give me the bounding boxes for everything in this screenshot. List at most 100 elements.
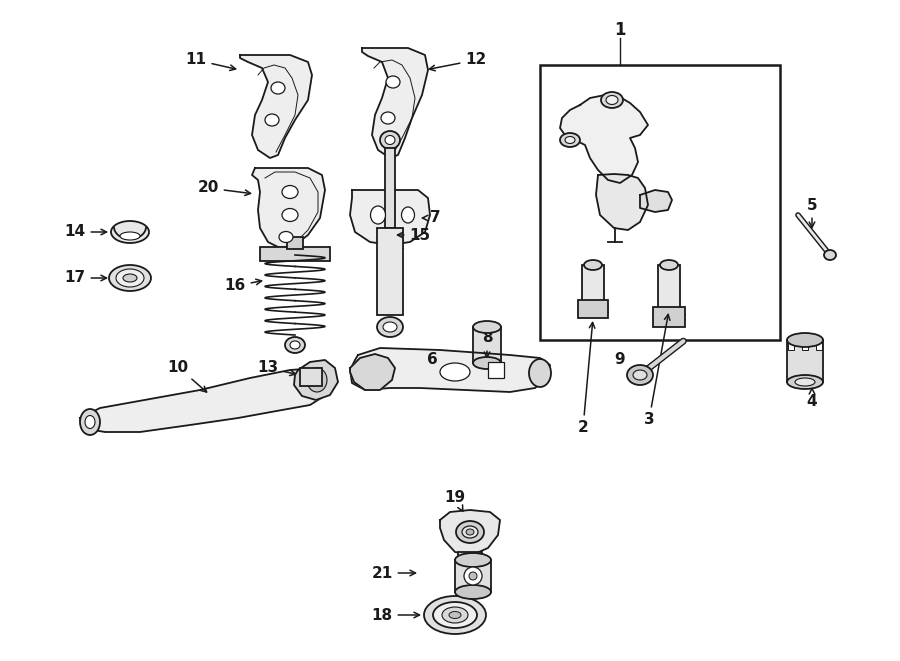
Bar: [473, 327, 501, 363]
Ellipse shape: [380, 131, 400, 149]
Ellipse shape: [795, 378, 815, 386]
Ellipse shape: [455, 553, 491, 567]
Text: 5: 5: [806, 198, 817, 227]
Ellipse shape: [386, 76, 400, 88]
Text: 1: 1: [614, 21, 626, 39]
Ellipse shape: [473, 357, 501, 369]
Bar: [787, 340, 823, 382]
Polygon shape: [240, 55, 312, 158]
Ellipse shape: [381, 112, 395, 124]
Ellipse shape: [606, 95, 618, 104]
Ellipse shape: [787, 333, 823, 347]
Ellipse shape: [111, 221, 149, 243]
Text: 21: 21: [372, 566, 416, 580]
Bar: [488, 362, 504, 378]
Ellipse shape: [279, 231, 293, 243]
Text: 15: 15: [398, 227, 430, 243]
Text: 17: 17: [65, 270, 106, 286]
Text: 20: 20: [197, 180, 250, 196]
Ellipse shape: [824, 250, 836, 260]
Ellipse shape: [433, 602, 477, 628]
Bar: [816, 340, 822, 350]
Ellipse shape: [627, 365, 653, 385]
Ellipse shape: [282, 208, 298, 221]
Ellipse shape: [265, 114, 279, 126]
Ellipse shape: [473, 321, 501, 333]
Polygon shape: [350, 348, 550, 392]
Ellipse shape: [371, 206, 385, 224]
Ellipse shape: [290, 341, 300, 349]
Ellipse shape: [282, 186, 298, 198]
Ellipse shape: [307, 368, 327, 392]
Ellipse shape: [424, 596, 486, 634]
Bar: [802, 340, 808, 350]
Bar: [582, 265, 604, 303]
Ellipse shape: [455, 585, 491, 599]
Polygon shape: [350, 190, 430, 245]
Polygon shape: [252, 168, 325, 248]
Text: 18: 18: [372, 607, 419, 623]
Bar: [300, 368, 322, 386]
Ellipse shape: [109, 265, 151, 291]
Ellipse shape: [271, 82, 285, 94]
Bar: [788, 340, 794, 350]
Bar: [658, 265, 680, 310]
Ellipse shape: [462, 526, 478, 538]
Ellipse shape: [442, 607, 468, 623]
Ellipse shape: [440, 363, 470, 381]
Polygon shape: [80, 368, 332, 432]
Text: 6: 6: [427, 352, 452, 377]
Bar: [653, 307, 685, 327]
Ellipse shape: [383, 322, 397, 332]
Ellipse shape: [565, 137, 575, 143]
Ellipse shape: [456, 521, 484, 543]
Text: 3: 3: [644, 315, 670, 428]
Bar: [455, 560, 491, 592]
Text: 16: 16: [224, 278, 262, 293]
Ellipse shape: [584, 260, 602, 270]
Text: 9: 9: [615, 352, 636, 375]
Polygon shape: [596, 174, 648, 230]
Text: 19: 19: [445, 490, 465, 511]
Bar: [385, 148, 395, 228]
Ellipse shape: [660, 260, 678, 270]
Ellipse shape: [401, 207, 415, 223]
Ellipse shape: [529, 359, 551, 387]
Text: 7: 7: [422, 210, 440, 225]
Ellipse shape: [466, 529, 474, 535]
Bar: [287, 237, 303, 249]
Ellipse shape: [601, 92, 623, 108]
Text: 12: 12: [429, 52, 487, 71]
Bar: [578, 300, 608, 318]
Text: 10: 10: [167, 360, 207, 392]
Ellipse shape: [377, 317, 403, 337]
Ellipse shape: [633, 370, 647, 380]
Ellipse shape: [85, 416, 95, 428]
Polygon shape: [350, 354, 395, 390]
Polygon shape: [362, 48, 428, 158]
Text: 14: 14: [65, 225, 106, 239]
Polygon shape: [640, 190, 672, 212]
Ellipse shape: [560, 133, 580, 147]
Text: 8: 8: [482, 330, 492, 358]
Bar: [260, 247, 330, 261]
Ellipse shape: [116, 269, 144, 287]
Ellipse shape: [787, 375, 823, 389]
Ellipse shape: [285, 337, 305, 353]
Polygon shape: [560, 95, 648, 183]
Ellipse shape: [385, 136, 395, 145]
Text: 2: 2: [578, 323, 595, 436]
Polygon shape: [294, 360, 338, 400]
Ellipse shape: [120, 232, 140, 240]
Bar: [377, 228, 403, 315]
Text: 4: 4: [806, 388, 817, 410]
Text: 13: 13: [257, 360, 295, 375]
Ellipse shape: [464, 567, 482, 585]
Ellipse shape: [123, 274, 137, 282]
Ellipse shape: [469, 572, 477, 580]
Polygon shape: [440, 510, 500, 555]
Bar: [458, 552, 482, 564]
Ellipse shape: [449, 611, 461, 619]
Bar: [540, 65, 780, 340]
Ellipse shape: [80, 409, 100, 435]
